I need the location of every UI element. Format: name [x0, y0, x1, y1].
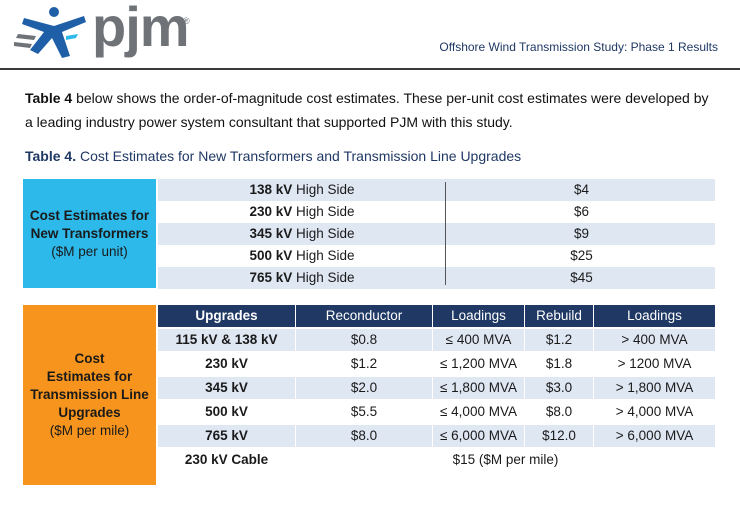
- table-cell: $0.8: [296, 329, 432, 351]
- line-table-label: Cost Estimates for Transmission Line Upg…: [23, 305, 156, 485]
- row-voltage-label: 115 kV & 138 kV: [158, 329, 295, 351]
- column-header: Reconductor: [296, 305, 432, 327]
- table-cell: > 6,000 MVA: [594, 425, 715, 447]
- table-cell: ≤ 1,800 MVA: [433, 377, 524, 399]
- line-label-line4: Upgrades: [58, 405, 121, 420]
- transformer-cost-cell: $4: [573, 182, 590, 197]
- voltage-bold: 230 kV: [249, 204, 293, 219]
- column-header: Loadings: [594, 305, 715, 327]
- voltage-side: High Side: [292, 226, 355, 241]
- intro-text: below shows the order-of-magnitude cost …: [25, 90, 709, 130]
- voltage-bold: 765 kV: [249, 270, 293, 285]
- row-voltage-label: 345 kV: [158, 377, 295, 399]
- transformer-voltage-cell: 765 kV High Side: [158, 267, 446, 289]
- table-row: 230 kV High Side $6: [158, 201, 715, 223]
- table-cell: $1.8: [525, 353, 593, 375]
- transformer-cost-cell: $25: [570, 248, 593, 263]
- page-header: pjm ® Offshore Wind Transmission Study: …: [0, 0, 740, 64]
- table-cell: > 1200 MVA: [594, 353, 715, 375]
- caption-label: Table 4.: [25, 148, 77, 164]
- transformer-voltage-cell: 230 kV High Side: [158, 201, 446, 223]
- voltage-side: High Side: [292, 204, 355, 219]
- registered-mark: ®: [183, 16, 190, 26]
- transformer-cost-cell: $45: [570, 270, 593, 285]
- pjm-logo: pjm ®: [14, 0, 194, 58]
- row-voltage-label: 230 kV: [158, 353, 295, 375]
- voltage-side: High Side: [292, 270, 355, 285]
- pjm-logo-text: pjm: [92, 0, 190, 58]
- table-cell: > 4,000 MVA: [594, 401, 715, 423]
- table-cell: $8.0: [525, 401, 593, 423]
- transformer-cost-cell: $6: [573, 204, 590, 219]
- voltage-bold: 500 kV: [249, 248, 293, 263]
- line-label-line5: ($M per mile): [49, 423, 130, 438]
- table-cell: $8.0: [296, 425, 432, 447]
- table-cell: $1.2: [296, 353, 432, 375]
- table-caption: Table 4. Cost Estimates for New Transfor…: [25, 148, 521, 164]
- table-row: 765 kV High Side $45: [158, 267, 715, 289]
- column-header: Loadings: [433, 305, 524, 327]
- transformer-table-label: Cost Estimates for New Transformers ($M …: [23, 179, 156, 288]
- transformer-label-line1: Cost Estimates for: [29, 207, 150, 223]
- table-cell: $1.2: [525, 329, 593, 351]
- voltage-bold: 345 kV: [249, 226, 293, 241]
- transformer-cost-cell: $9: [573, 226, 590, 241]
- intro-paragraph: Table 4 below shows the order-of-magnitu…: [25, 86, 715, 134]
- line-table-grid: Upgrades Reconductor Loadings Rebuild Loadin…: [158, 305, 715, 485]
- transformer-voltage-cell: 138 kV High Side: [158, 179, 446, 201]
- table-row: 500 kV High Side $25: [158, 245, 715, 267]
- table-cell: $5.5: [296, 401, 432, 423]
- table-cell: ≤ 1,200 MVA: [433, 353, 524, 375]
- line-upgrade-cost-table: Cost Estimates for Transmission Line Upg…: [23, 305, 715, 485]
- document-title: Offshore Wind Transmission Study: Phase …: [439, 40, 718, 54]
- cable-cost-value: $15 ($M per mile): [296, 449, 715, 471]
- transformer-cost-table: Cost Estimates for New Transformers ($M …: [23, 179, 715, 289]
- caption-text: Cost Estimates for New Transformers and …: [76, 148, 522, 164]
- cable-label: 230 kV Cable: [158, 449, 295, 471]
- table-row: 138 kV High Side $4: [158, 179, 715, 201]
- table-cell: > 1,800 MVA: [594, 377, 715, 399]
- transformer-voltage-cell: 345 kV High Side: [158, 223, 446, 245]
- header-divider: [0, 68, 740, 70]
- line-label-line3: Transmission Line: [30, 387, 149, 402]
- table-row: 345 kV High Side $9: [158, 223, 715, 245]
- table-cell: ≤ 400 MVA: [433, 329, 524, 351]
- column-header: Rebuild: [525, 305, 593, 327]
- column-divider: [445, 182, 446, 285]
- transformer-voltage-cell: 500 kV High Side: [158, 245, 446, 267]
- line-label-line1: Cost: [74, 351, 105, 366]
- table-cell: ≤ 4,000 MVA: [433, 401, 524, 423]
- table-cell: $3.0: [525, 377, 593, 399]
- voltage-side: High Side: [292, 248, 355, 263]
- table-cell: ≤ 6,000 MVA: [433, 425, 524, 447]
- row-voltage-label: 765 kV: [158, 425, 295, 447]
- row-voltage-label: 500 kV: [158, 401, 295, 423]
- table-cell: $12.0: [525, 425, 593, 447]
- table-cell: $2.0: [296, 377, 432, 399]
- voltage-side: High Side: [292, 182, 355, 197]
- transformer-label-line3: ($M per unit): [51, 243, 128, 259]
- intro-bold-lead: Table 4: [25, 90, 73, 106]
- pjm-figure-icon: [14, 7, 86, 58]
- table-cell: > 400 MVA: [594, 329, 715, 351]
- column-header: Upgrades: [158, 305, 295, 327]
- transformer-label-line2: New Transformers: [30, 225, 149, 241]
- line-label-line2: Estimates for: [46, 369, 133, 384]
- voltage-bold: 138 kV: [249, 182, 293, 197]
